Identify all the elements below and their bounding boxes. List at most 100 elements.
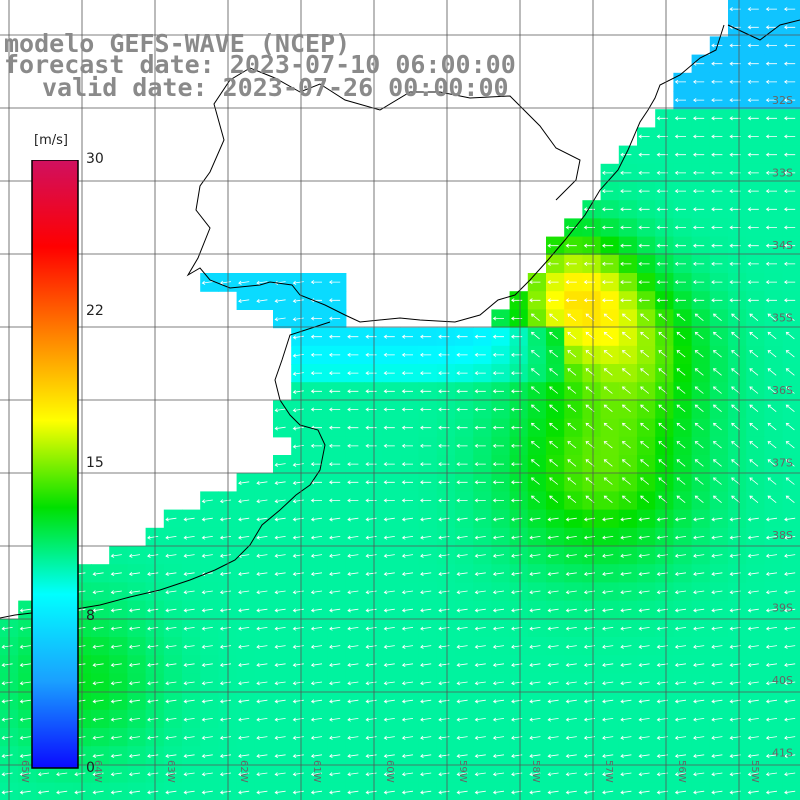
wind-arrow — [620, 681, 632, 686]
wind-arrow — [310, 517, 323, 522]
valid-date: valid date: 2023-07-26 00:00:00 — [42, 73, 509, 102]
wind-arrow — [328, 334, 341, 339]
longitude-label: 59W — [457, 760, 468, 783]
wind-arrow — [620, 590, 632, 595]
wind-arrow — [92, 717, 104, 722]
wind-arrow — [783, 98, 796, 103]
wind-arrow — [438, 480, 450, 485]
wind-arrow — [602, 517, 614, 522]
wind-arrow — [110, 717, 122, 722]
wind-arrow — [694, 331, 704, 340]
wind-arrow — [676, 368, 686, 376]
wind-arrow — [456, 334, 468, 339]
wind-arrow — [783, 298, 796, 303]
wind-arrow — [438, 572, 450, 577]
wind-arrow — [420, 590, 432, 595]
wind-arrow — [401, 735, 414, 740]
wind-arrow — [219, 590, 232, 595]
wind-arrow — [256, 772, 268, 777]
wind-arrow — [640, 422, 650, 431]
wind-arrow — [492, 790, 505, 795]
wind-arrow — [711, 535, 723, 540]
wind-arrow — [783, 134, 796, 139]
wind-arrow — [674, 517, 687, 522]
wind-arrow — [529, 553, 541, 558]
wind-arrow — [310, 754, 323, 759]
wind-arrow — [238, 699, 250, 704]
wind-arrow — [19, 699, 31, 704]
wind-arrow — [219, 499, 232, 504]
wind-arrow — [347, 334, 359, 339]
wind-arrow — [693, 590, 705, 595]
wind-arrow — [401, 334, 413, 339]
wind-arrow — [603, 495, 613, 504]
wind-arrow — [765, 261, 777, 266]
wind-arrow — [147, 717, 159, 722]
wind-arrow — [620, 699, 632, 704]
wind-arrow — [310, 644, 323, 649]
wind-arrow — [438, 772, 450, 777]
wind-arrow — [165, 535, 177, 540]
wind-arrow — [201, 644, 213, 649]
wind-arrow — [110, 681, 122, 686]
wind-arrow — [365, 754, 377, 759]
wind-arrow — [147, 735, 159, 740]
wind-arrow — [785, 386, 795, 394]
wind-arrow — [712, 422, 722, 431]
wind-arrow — [128, 644, 141, 649]
wind-arrow — [676, 441, 686, 449]
wind-arrow — [274, 553, 286, 558]
wind-arrow — [621, 422, 631, 431]
latitude-labels: 32S 33S 34S 35S 36S 37S 38S 39S 40S 41S — [772, 94, 793, 760]
wind-arrow — [292, 299, 304, 304]
wind-arrow — [749, 404, 759, 413]
wind-arrow — [747, 717, 759, 722]
longitude-label: 55W — [749, 760, 760, 783]
wind-arrow — [529, 572, 541, 577]
wind-arrow — [238, 626, 250, 631]
wind-arrow — [547, 243, 559, 248]
wind-arrow — [783, 225, 796, 230]
wind-arrow — [767, 350, 777, 358]
wind-arrow — [640, 404, 650, 413]
wind-arrow — [511, 535, 523, 540]
wind-arrow — [547, 572, 559, 577]
wind-arrow — [747, 280, 759, 285]
wind-arrow — [147, 626, 159, 631]
ocean-cell — [782, 400, 800, 420]
wind-arrow — [165, 717, 177, 722]
wind-arrow — [238, 754, 250, 759]
latitude-label: 33S — [772, 167, 793, 180]
wind-arrow — [474, 462, 486, 467]
wind-arrow — [438, 608, 450, 613]
wind-arrow — [274, 517, 286, 522]
wind-arrow — [492, 608, 505, 613]
wind-arrow — [621, 331, 631, 340]
wind-arrow — [565, 699, 577, 704]
wind-arrow — [749, 441, 759, 449]
wind-arrow — [638, 261, 650, 266]
wind-arrow — [183, 517, 195, 522]
wind-arrow — [731, 368, 741, 376]
wind-arrow — [747, 61, 759, 66]
colorbar-tick-0: 0 — [86, 760, 95, 776]
wind-arrow — [510, 498, 523, 503]
wind-arrow — [292, 572, 304, 577]
wind-arrow — [601, 170, 614, 175]
wind-arrow — [19, 681, 31, 686]
wind-arrow — [474, 535, 486, 540]
wind-arrow — [676, 477, 686, 485]
wind-arrow — [256, 717, 268, 722]
wind-arrow — [201, 735, 213, 740]
wind-arrow — [693, 772, 705, 777]
wind-arrow — [401, 608, 414, 613]
wind-arrow — [219, 572, 232, 577]
wind-arrow — [292, 717, 304, 722]
wind-arrow — [292, 462, 304, 467]
wind-arrow — [511, 754, 523, 759]
wind-arrow — [347, 735, 359, 740]
wind-arrow — [747, 116, 759, 121]
wind-arrow — [492, 735, 505, 740]
wind-arrow — [219, 535, 232, 540]
wind-arrow — [765, 590, 778, 595]
